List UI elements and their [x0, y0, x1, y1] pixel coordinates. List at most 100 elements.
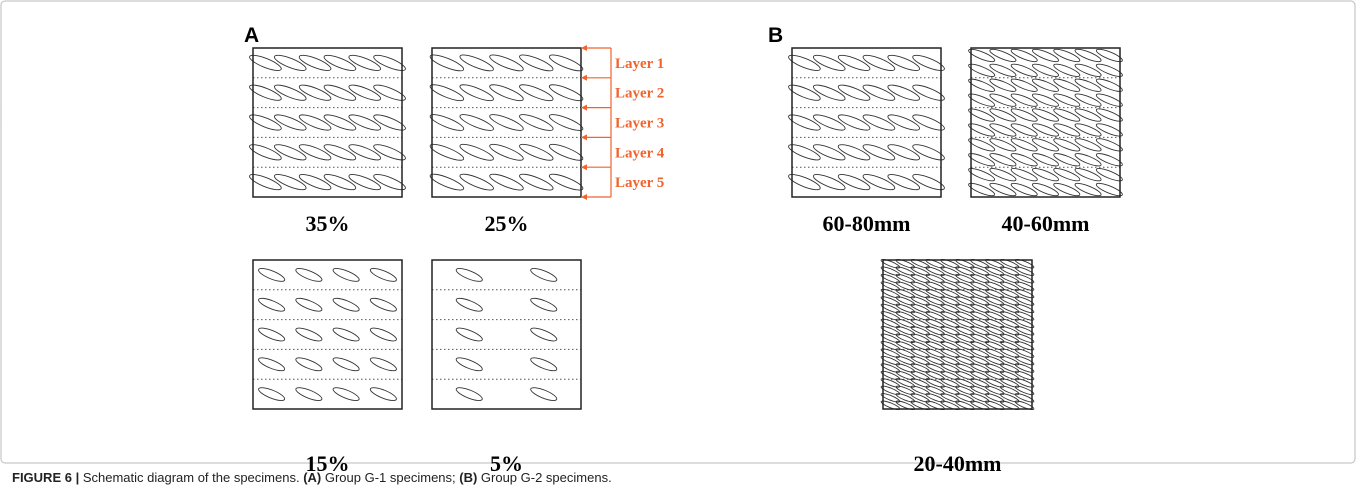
aggregate [955, 303, 975, 314]
aggregate [295, 297, 323, 312]
aggregate [1014, 318, 1035, 329]
aggregate [1095, 168, 1123, 182]
aggregate [1074, 78, 1102, 92]
aggregate [895, 326, 916, 336]
aggregate [348, 84, 382, 101]
aggregate [955, 378, 975, 388]
aggregate [1032, 108, 1059, 122]
aggregate [548, 54, 584, 72]
aggregate [895, 355, 916, 366]
aggregate [788, 144, 821, 161]
caption-b: (B) [459, 470, 478, 485]
aggregate [925, 378, 945, 388]
aggregate [925, 273, 945, 284]
aggregate [984, 266, 1005, 276]
aggregate [249, 174, 282, 191]
aggregate [788, 54, 821, 71]
arrow-head [581, 104, 587, 111]
aggregate [989, 138, 1017, 152]
aggregate [968, 138, 996, 152]
aggregate [519, 114, 554, 131]
aggregate [955, 340, 975, 351]
aggregate [989, 93, 1017, 107]
aggregate [373, 144, 406, 161]
specimen-box [252, 47, 403, 198]
specimen-label: 20-40mm [914, 451, 1002, 476]
aggregate [837, 54, 871, 71]
aggregate [530, 327, 558, 342]
aggregate [455, 268, 483, 282]
aggregate [925, 296, 945, 306]
aggregate [984, 348, 1005, 358]
specimen-box [882, 259, 1033, 410]
aggregate [910, 393, 931, 403]
aggregate [955, 333, 975, 343]
layer-label: Layer 2 [615, 86, 664, 102]
aggregate [273, 54, 307, 71]
aggregate [970, 311, 990, 321]
aggregate [880, 311, 901, 321]
aggregate [989, 63, 1017, 77]
aggregate [837, 144, 871, 161]
aggregate [519, 143, 554, 161]
aggregate [1095, 93, 1123, 107]
specimen [968, 47, 1123, 198]
aggregate [955, 281, 975, 291]
aggregate [1010, 153, 1038, 167]
aggregate [1032, 182, 1059, 197]
aggregate [940, 303, 960, 314]
aggregate [1074, 153, 1102, 167]
aggregate [295, 387, 323, 401]
aggregate [940, 378, 960, 388]
aggregate [258, 357, 286, 372]
aggregate [925, 363, 945, 373]
aggregate [925, 311, 945, 321]
aggregate [970, 273, 990, 284]
aggregate [249, 144, 282, 161]
aggregate [925, 318, 945, 329]
aggregate [1010, 93, 1038, 107]
arrow-head [581, 134, 587, 141]
aggregate [1032, 93, 1059, 107]
specimen [788, 47, 945, 198]
aggregate [970, 326, 990, 336]
aggregate [940, 296, 960, 306]
aggregate [999, 363, 1020, 373]
aggregate [880, 348, 901, 358]
aggregate [984, 385, 1005, 396]
aggregate [970, 281, 990, 291]
aggregate [369, 357, 397, 372]
aggregate [323, 54, 357, 71]
aggregate [910, 266, 931, 276]
aggregate [895, 281, 916, 291]
aggregate [925, 385, 945, 396]
aggregate [519, 54, 554, 72]
aggregate [984, 273, 1005, 284]
aggregate [812, 114, 846, 131]
aggregate [1074, 93, 1102, 107]
specimen [252, 259, 403, 410]
aggregate [910, 370, 931, 381]
aggregate [812, 144, 846, 161]
aggregate [455, 327, 483, 342]
aggregate [940, 281, 960, 291]
aggregate [955, 266, 975, 276]
aggregate [369, 327, 397, 342]
aggregate [1053, 78, 1081, 92]
aggregate [910, 303, 931, 314]
specimen-box [431, 259, 582, 410]
specimen-label: 35% [306, 211, 350, 236]
aggregate [880, 355, 901, 366]
aggregate [910, 333, 931, 343]
layer-label: Layer 1 [615, 56, 664, 72]
aggregate [1095, 138, 1123, 152]
aggregate [489, 54, 524, 72]
aggregate [910, 273, 931, 284]
aggregate [940, 333, 960, 343]
aggregate [895, 311, 916, 321]
aggregate [1010, 168, 1038, 182]
aggregate [1014, 266, 1035, 276]
aggregate [1014, 385, 1035, 396]
aggregate [1014, 340, 1035, 351]
specimen-label: 60-80mm [823, 211, 911, 236]
